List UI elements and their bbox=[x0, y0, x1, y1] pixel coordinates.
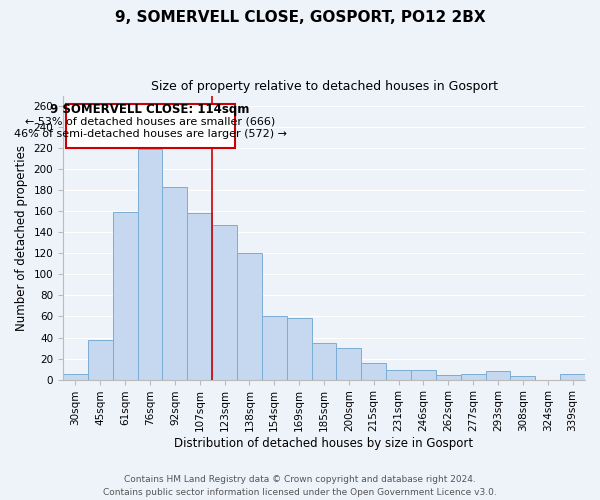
Title: Size of property relative to detached houses in Gosport: Size of property relative to detached ho… bbox=[151, 80, 497, 93]
Bar bbox=[163, 187, 187, 380]
Bar bbox=[311, 343, 337, 380]
X-axis label: Distribution of detached houses by size in Gosport: Distribution of detached houses by size … bbox=[175, 437, 473, 450]
Text: 9, SOMERVELL CLOSE, GOSPORT, PO12 2BX: 9, SOMERVELL CLOSE, GOSPORT, PO12 2BX bbox=[115, 10, 485, 25]
Bar bbox=[436, 376, 461, 380]
Bar bbox=[386, 370, 411, 380]
Bar bbox=[88, 340, 113, 380]
Y-axis label: Number of detached properties: Number of detached properties bbox=[15, 144, 28, 330]
Bar bbox=[361, 363, 386, 380]
Text: 9 SOMERVELL CLOSE: 114sqm: 9 SOMERVELL CLOSE: 114sqm bbox=[50, 102, 250, 116]
Bar bbox=[237, 254, 262, 380]
Bar bbox=[461, 374, 485, 380]
Bar bbox=[287, 318, 311, 380]
Text: 46% of semi-detached houses are larger (572) →: 46% of semi-detached houses are larger (… bbox=[14, 130, 287, 140]
Text: Contains HM Land Registry data © Crown copyright and database right 2024.: Contains HM Land Registry data © Crown c… bbox=[124, 476, 476, 484]
Bar bbox=[511, 376, 535, 380]
Bar bbox=[187, 214, 212, 380]
Bar bbox=[212, 225, 237, 380]
Bar bbox=[113, 212, 137, 380]
Bar bbox=[411, 370, 436, 380]
Bar bbox=[337, 348, 361, 380]
Bar bbox=[560, 374, 585, 380]
Bar bbox=[262, 316, 287, 380]
Bar bbox=[485, 371, 511, 380]
Bar bbox=[63, 374, 88, 380]
Text: Contains public sector information licensed under the Open Government Licence v3: Contains public sector information licen… bbox=[103, 488, 497, 497]
Text: ← 53% of detached houses are smaller (666): ← 53% of detached houses are smaller (66… bbox=[25, 117, 275, 127]
FancyBboxPatch shape bbox=[65, 104, 235, 148]
Bar bbox=[137, 149, 163, 380]
